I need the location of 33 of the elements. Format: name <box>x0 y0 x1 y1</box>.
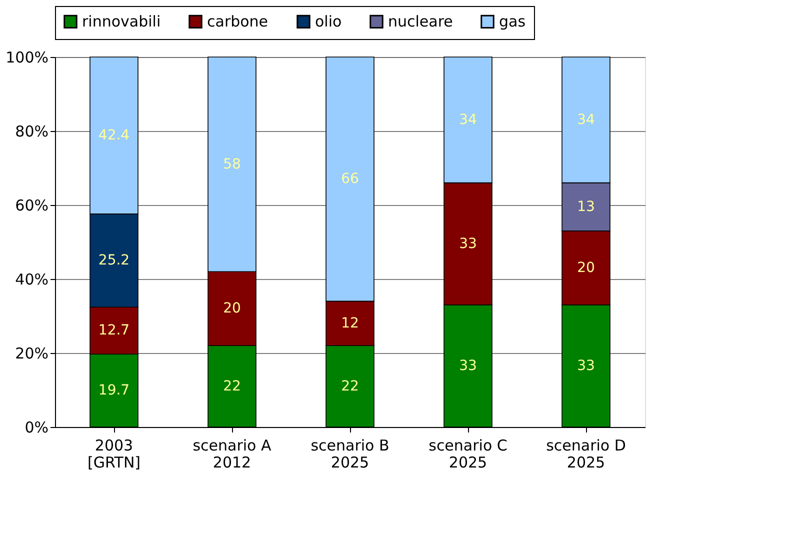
data-label: 22 <box>223 378 241 394</box>
data-label: 33 <box>459 236 477 252</box>
data-label: 22 <box>341 378 359 394</box>
legend-label: carbone <box>207 12 268 31</box>
y-tick-label: 40% <box>15 270 48 288</box>
x-tick-label: scenario B 2025 <box>310 436 390 472</box>
x-tick-label: scenario D 2025 <box>546 436 626 472</box>
data-label: 25.2 <box>98 252 130 268</box>
y-tick-label: 0% <box>24 418 48 436</box>
x-tick-label: scenario C 2025 <box>428 436 508 472</box>
data-label: 58 <box>223 156 241 172</box>
data-label: 19.7 <box>98 382 130 399</box>
data-label: 13 <box>577 198 595 215</box>
data-label: 34 <box>577 112 595 128</box>
legend-label: gas <box>499 12 526 31</box>
x-tick-label: 2003 [GRTN] <box>87 436 141 472</box>
legend-label: rinnovabili <box>82 12 161 31</box>
y-tick-label: 80% <box>15 122 48 140</box>
y-tick-label: 20% <box>15 344 48 362</box>
data-label: 12.7 <box>98 322 130 339</box>
data-label: 33 <box>459 358 477 374</box>
data-label: 20 <box>223 300 241 317</box>
data-label: 34 <box>459 112 477 128</box>
data-label: 12 <box>341 315 359 332</box>
y-tick-label: 100% <box>6 48 48 66</box>
data-label: 66 <box>341 171 359 188</box>
data-label: 42.4 <box>98 127 130 144</box>
y-tick-label: 60% <box>15 196 48 214</box>
data-label: 33 <box>577 358 595 374</box>
x-tick-label: scenario A 2012 <box>192 436 272 472</box>
legend-label: olio <box>315 12 342 31</box>
data-label: 20 <box>577 260 595 276</box>
legend-label: nucleare <box>388 12 453 31</box>
